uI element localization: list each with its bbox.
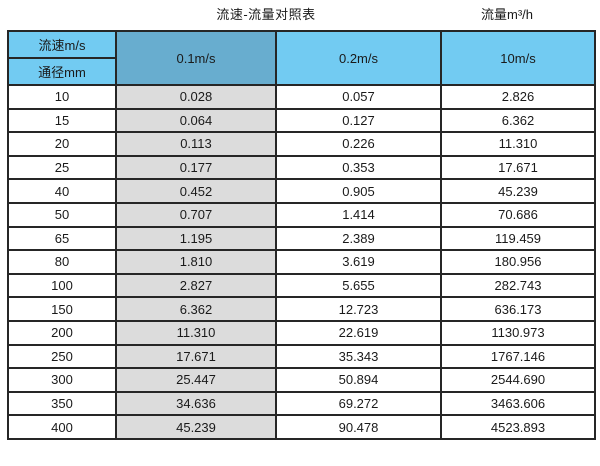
value-cell: 0.113 <box>115 131 277 157</box>
flow-unit-label: 流量m³/h <box>480 7 533 22</box>
value-cell: 0.127 <box>275 107 442 134</box>
value-cell: 50.894 <box>275 367 442 393</box>
table-body: 10 0.028 0.057 2.826 15 0.064 0.127 6.362 20 0.11… <box>7 84 596 440</box>
value-cell: 34.636 <box>115 390 277 417</box>
header-row-bottom: 通径mm <box>7 57 595 86</box>
header-diameter-label: 通径mm <box>7 57 117 86</box>
table-row: 50 0.707 1.414 70.686 <box>7 201 596 228</box>
value-cell: 69.272 <box>275 390 442 417</box>
value-cell: 3.619 <box>275 249 442 275</box>
table-row: 40 0.452 0.905 45.239 <box>7 178 596 204</box>
diameter-cell: 25 <box>7 154 117 181</box>
value-cell: 180.956 <box>440 249 596 275</box>
value-cell: 22.619 <box>275 319 442 346</box>
value-cell: 6.362 <box>115 296 277 322</box>
table-row: 20 0.113 0.226 11.310 <box>7 131 596 157</box>
diameter-cell: 20 <box>7 131 117 157</box>
table-row: 65 1.195 2.389 119.459 <box>7 225 596 252</box>
value-cell: 0.353 <box>275 154 442 181</box>
header-col-0-2ms: 0.2m/s <box>275 30 442 86</box>
value-cell: 0.905 <box>275 178 442 204</box>
table-row: 400 45.239 90.478 4523.893 <box>7 414 596 440</box>
diameter-cell: 40 <box>7 178 117 204</box>
header-velocity-label: 流速m/s <box>7 30 117 59</box>
value-cell: 0.064 <box>115 107 277 134</box>
table-row: 80 1.810 3.619 180.956 <box>7 249 596 275</box>
table-header: 流速m/s 0.1m/s 0.2m/s 10m/s 通径mm <box>7 30 596 86</box>
value-cell: 45.239 <box>115 414 277 440</box>
value-cell: 45.239 <box>440 178 596 204</box>
value-cell: 5.655 <box>275 272 442 299</box>
value-cell: 90.478 <box>275 414 442 440</box>
value-cell: 2.389 <box>275 225 442 252</box>
value-cell: 2544.690 <box>440 367 596 393</box>
value-cell: 0.057 <box>275 84 442 110</box>
table-title: 流速-流量对照表 <box>216 7 316 22</box>
value-cell: 25.447 <box>115 367 277 393</box>
flow-rate-table: 流速m/s 0.1m/s 0.2m/s 10m/s 通径mm 10 0.028 0.… <box>7 30 596 440</box>
diameter-cell: 65 <box>7 225 117 252</box>
value-cell: 4523.893 <box>440 414 596 440</box>
value-cell: 11.310 <box>440 131 596 157</box>
table-row: 100 2.827 5.655 282.743 <box>7 272 596 299</box>
value-cell: 0.452 <box>115 178 277 204</box>
table-row: 350 34.636 69.272 3463.606 <box>7 390 596 417</box>
value-cell: 2.826 <box>440 84 596 110</box>
value-cell: 1.810 <box>115 249 277 275</box>
header-col-10ms: 10m/s <box>440 30 596 86</box>
table-row: 25 0.177 0.353 17.671 <box>7 154 596 181</box>
value-cell: 282.743 <box>440 272 596 299</box>
header-row-top: 流速m/s 0.1m/s 0.2m/s 10m/s <box>7 30 596 86</box>
diameter-cell: 10 <box>7 84 117 110</box>
table-row: 200 11.310 22.619 1130.973 <box>7 319 596 346</box>
value-cell: 70.686 <box>440 201 596 228</box>
header-col-0-1ms: 0.1m/s <box>115 30 277 86</box>
value-cell: 12.723 <box>275 296 442 322</box>
value-cell: 1.414 <box>275 201 442 228</box>
diameter-cell: 50 <box>7 201 117 228</box>
value-cell: 0.226 <box>275 131 442 157</box>
diameter-cell: 200 <box>7 319 117 346</box>
value-cell: 17.671 <box>115 343 277 370</box>
value-cell: 1.195 <box>115 225 277 252</box>
diameter-cell: 300 <box>7 367 117 393</box>
value-cell: 0.028 <box>115 84 277 110</box>
value-cell: 17.671 <box>440 154 596 181</box>
diameter-cell: 150 <box>7 296 117 322</box>
diameter-cell: 15 <box>7 107 117 134</box>
table-row: 10 0.028 0.057 2.826 <box>7 84 596 110</box>
value-cell: 1130.973 <box>440 319 596 346</box>
value-cell: 119.459 <box>440 225 596 252</box>
diameter-cell: 80 <box>7 249 117 275</box>
value-cell: 1767.146 <box>440 343 596 370</box>
value-cell: 0.177 <box>115 154 277 181</box>
value-cell: 35.343 <box>275 343 442 370</box>
value-cell: 636.173 <box>440 296 596 322</box>
value-cell: 3463.606 <box>440 390 596 417</box>
table-row: 300 25.447 50.894 2544.690 <box>7 367 596 393</box>
table-row: 150 6.362 12.723 636.173 <box>7 296 596 322</box>
table-row: 15 0.064 0.127 6.362 <box>7 107 596 134</box>
value-cell: 6.362 <box>440 107 596 134</box>
diameter-cell: 350 <box>7 390 117 417</box>
table-row: 250 17.671 35.343 1767.146 <box>7 343 596 370</box>
value-cell: 11.310 <box>115 319 277 346</box>
diameter-cell: 250 <box>7 343 117 370</box>
diameter-cell: 100 <box>7 272 117 299</box>
value-cell: 0.707 <box>115 201 277 228</box>
diameter-cell: 400 <box>7 414 117 440</box>
value-cell: 2.827 <box>115 272 277 299</box>
